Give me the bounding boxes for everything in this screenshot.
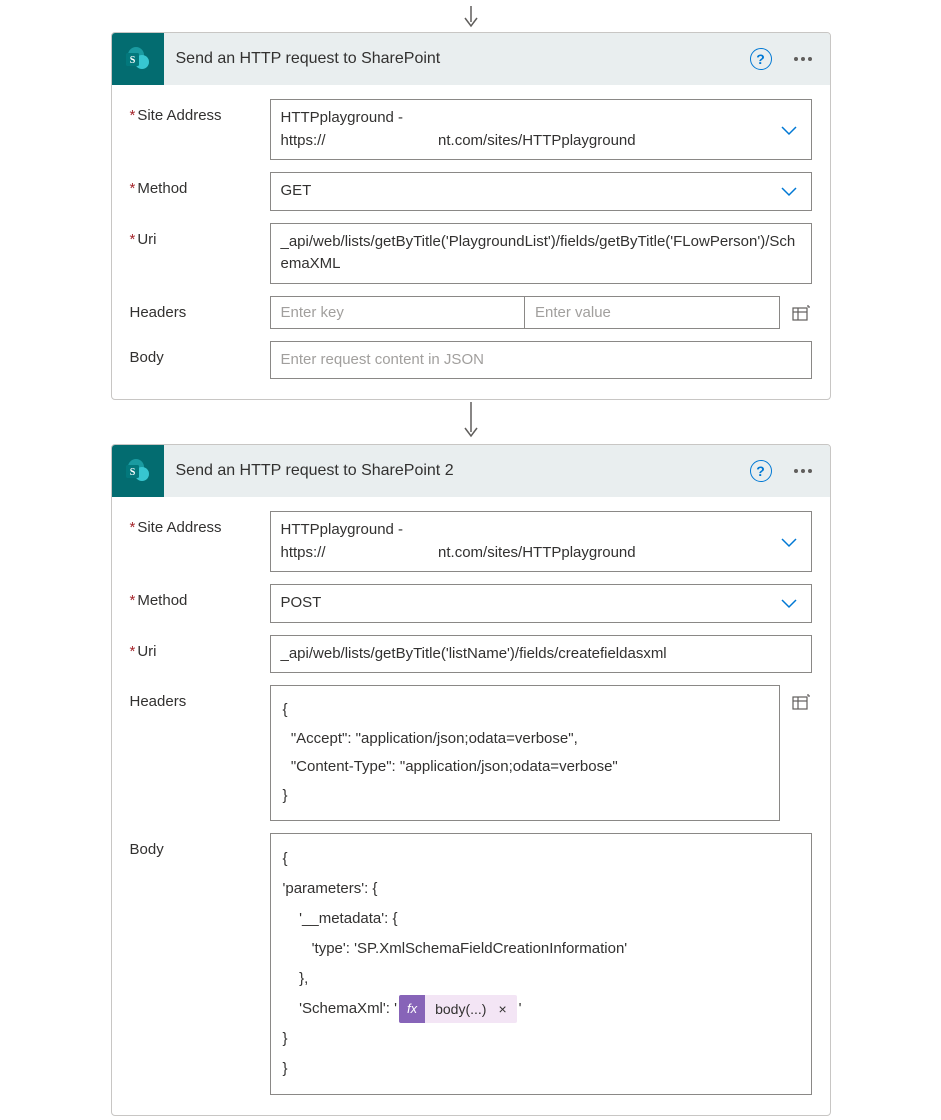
- action-card-2-body: *Site Address HTTPplayground - https://x…: [112, 497, 830, 1115]
- method-value: GET: [271, 173, 767, 210]
- more-icon[interactable]: [790, 465, 816, 477]
- headers-row: Headers Enter key Enter value: [130, 296, 812, 329]
- help-icon[interactable]: ?: [750, 48, 772, 70]
- action-card-2-title: Send an HTTP request to SharePoint 2: [176, 462, 738, 480]
- chevron-down-icon[interactable]: [767, 585, 811, 622]
- sharepoint-icon: S: [112, 445, 164, 497]
- site-address-value: HTTPplayground - https://xxxxxxxxxxxxxxx…: [271, 100, 767, 159]
- uri-label: *Uri: [130, 223, 270, 248]
- site-address-dropdown[interactable]: HTTPplayground - https://xxxxxxxxxxxxxxx…: [270, 511, 812, 572]
- method-row: *Method POST: [130, 584, 812, 623]
- chevron-down-icon[interactable]: [767, 512, 811, 571]
- flow-connector-arrow: [0, 400, 941, 444]
- sharepoint-icon: S: [112, 33, 164, 85]
- svg-text:S: S: [129, 55, 135, 66]
- site-address-row: *Site Address HTTPplayground - https://x…: [130, 511, 812, 572]
- site-address-row: *Site Address HTTPplayground - https://x…: [130, 99, 812, 160]
- method-dropdown[interactable]: GET: [270, 172, 812, 211]
- site-address-label: *Site Address: [130, 511, 270, 536]
- action-card-1-body: *Site Address HTTPplayground - https://x…: [112, 85, 830, 399]
- chevron-down-icon[interactable]: [767, 100, 811, 159]
- headers-row: Headers { "Accept": "application/json;od…: [130, 685, 812, 821]
- more-icon[interactable]: [790, 53, 816, 65]
- headers-kv-input[interactable]: Enter key Enter value: [270, 296, 780, 329]
- header-value-input[interactable]: Enter value: [525, 297, 779, 328]
- action-card-1-title: Send an HTTP request to SharePoint: [176, 50, 738, 68]
- headers-label: Headers: [130, 296, 270, 321]
- flow-connector-arrow: [0, 4, 941, 32]
- body-input[interactable]: Enter request content in JSON: [270, 341, 812, 380]
- method-dropdown[interactable]: POST: [270, 584, 812, 623]
- headers-label: Headers: [130, 685, 270, 710]
- method-value: POST: [271, 585, 767, 622]
- uri-input[interactable]: _api/web/lists/getByTitle('PlaygroundLis…: [270, 223, 812, 284]
- body-label: Body: [130, 341, 270, 366]
- body-editor[interactable]: { 'parameters': { '__metadata': { 'type'…: [270, 833, 812, 1095]
- action-card-1-header[interactable]: S Send an HTTP request to SharePoint ?: [112, 33, 830, 85]
- uri-row: *Uri _api/web/lists/getByTitle('listName…: [130, 635, 812, 674]
- token-remove-icon[interactable]: ×: [496, 995, 516, 1023]
- site-address-value: HTTPplayground - https://xxxxxxxxxxxxxxx…: [271, 512, 767, 571]
- chevron-down-icon[interactable]: [767, 173, 811, 210]
- help-icon[interactable]: ?: [750, 460, 772, 482]
- header-key-input[interactable]: Enter key: [271, 297, 526, 328]
- uri-input[interactable]: _api/web/lists/getByTitle('listName')/fi…: [270, 635, 812, 674]
- site-address-dropdown[interactable]: HTTPplayground - https://xxxxxxxxxxxxxxx…: [270, 99, 812, 160]
- site-address-label: *Site Address: [130, 99, 270, 124]
- headers-textarea[interactable]: { "Accept": "application/json;odata=verb…: [270, 685, 780, 821]
- fx-icon: fx: [399, 995, 425, 1023]
- body-schemaxml-line: 'SchemaXml': 'fxbody(...)×': [283, 994, 799, 1024]
- method-label: *Method: [130, 584, 270, 609]
- action-card-1: S Send an HTTP request to SharePoint ? *…: [111, 32, 831, 400]
- uri-label: *Uri: [130, 635, 270, 660]
- body-row: Body Enter request content in JSON: [130, 341, 812, 380]
- action-card-2: S Send an HTTP request to SharePoint 2 ?…: [111, 444, 831, 1116]
- method-row: *Method GET: [130, 172, 812, 211]
- switch-mode-icon[interactable]: [790, 692, 812, 714]
- token-label: body(...): [425, 995, 496, 1023]
- body-label: Body: [130, 833, 270, 858]
- uri-row: *Uri _api/web/lists/getByTitle('Playgrou…: [130, 223, 812, 284]
- body-row: Body { 'parameters': { '__metadata': { '…: [130, 833, 812, 1095]
- switch-mode-icon[interactable]: [790, 303, 812, 325]
- method-label: *Method: [130, 172, 270, 197]
- expression-token[interactable]: fxbody(...)×: [399, 995, 517, 1023]
- svg-text:S: S: [129, 467, 135, 478]
- action-card-2-header[interactable]: S Send an HTTP request to SharePoint 2 ?: [112, 445, 830, 497]
